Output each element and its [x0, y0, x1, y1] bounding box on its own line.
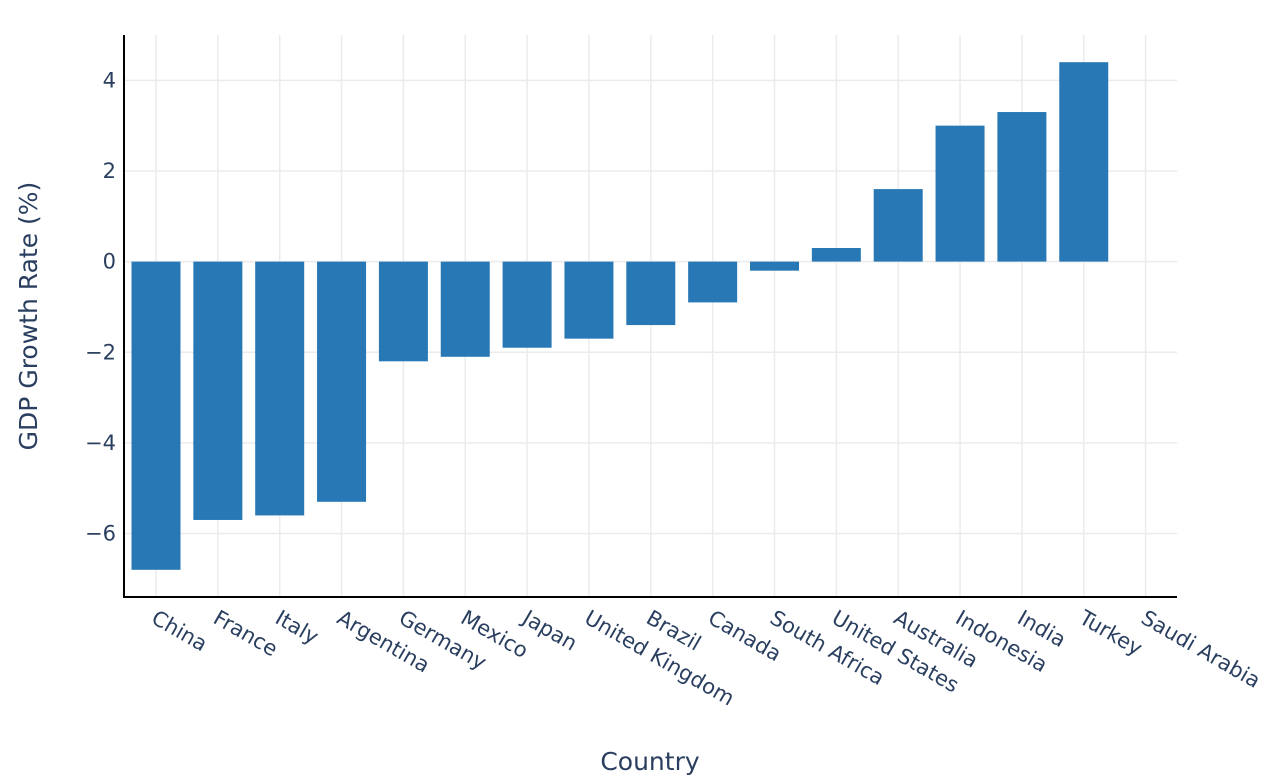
bar — [811, 248, 861, 262]
y-tick-label: −4 — [85, 431, 116, 455]
bar — [440, 261, 490, 357]
bar — [255, 261, 305, 516]
x-tick-label: France — [209, 606, 281, 662]
bar — [935, 125, 985, 262]
bar — [378, 261, 428, 362]
bar — [626, 261, 676, 326]
y-tick-label: 4 — [103, 68, 116, 92]
y-tick-label: −6 — [85, 522, 116, 546]
bar — [502, 261, 552, 348]
bar — [873, 189, 923, 262]
bar — [564, 261, 614, 339]
y-tick-label: −2 — [85, 340, 116, 364]
bar — [750, 261, 799, 271]
bar — [193, 261, 243, 520]
y-tick-label: 0 — [103, 250, 116, 274]
x-tick-label: Turkey — [1074, 605, 1146, 660]
bar — [317, 261, 367, 502]
y-axis-title: GDP Growth Rate (%) — [14, 182, 43, 451]
y-tick-labels: −6 −4 −2 0 2 4 — [85, 68, 116, 545]
bar — [997, 112, 1047, 262]
x-tick-label: China — [148, 606, 212, 657]
x-axis-title: Country — [600, 747, 700, 776]
y-tick-label: 2 — [103, 159, 116, 183]
bars — [131, 62, 1109, 570]
bar — [1059, 62, 1109, 262]
axes — [123, 35, 1177, 598]
bar — [131, 261, 181, 570]
bar — [688, 261, 738, 303]
x-tick-label: Saudi Arabia — [1137, 606, 1264, 693]
